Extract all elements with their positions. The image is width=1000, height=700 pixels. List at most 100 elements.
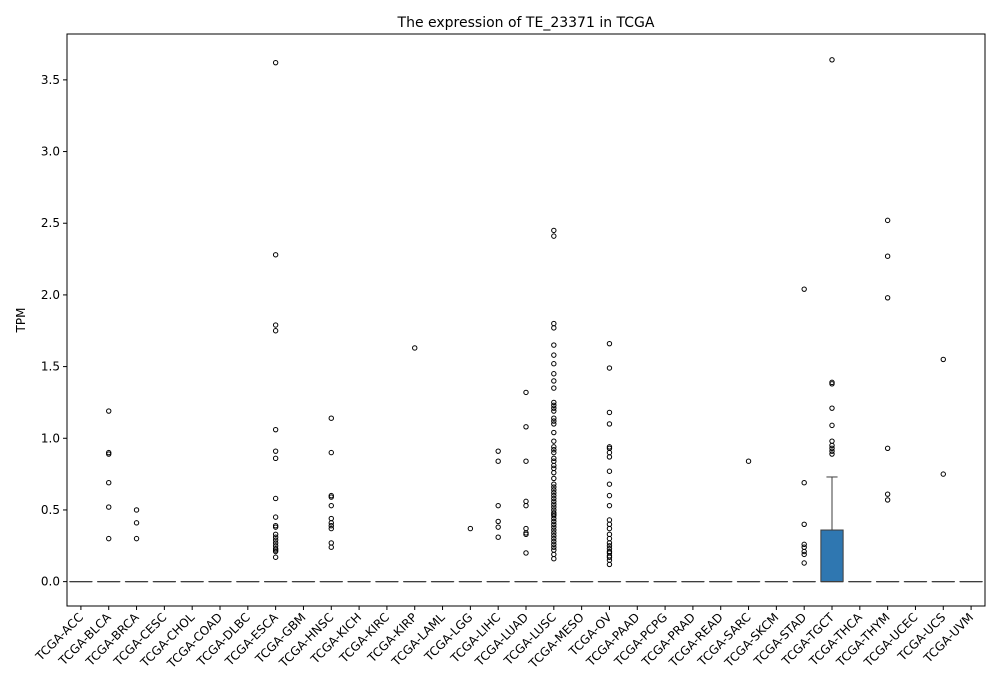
- outlier-point: [495, 518, 501, 525]
- outlier-point: [106, 408, 112, 414]
- outlier-point: [106, 504, 112, 510]
- outlier-point: [412, 345, 418, 351]
- outlier-point: [551, 361, 557, 367]
- outlier-point: [606, 492, 613, 499]
- outlier-point: [551, 352, 557, 358]
- outlier-point: [495, 534, 501, 540]
- outlier-point: [523, 531, 529, 538]
- outlier-point: [551, 438, 557, 444]
- x-axis: TCGA-ACCTCGA-BLCATCGA-BRCATCGA-CESCTCGA-…: [32, 606, 976, 671]
- outlier-point: [801, 286, 807, 292]
- outlier-point: [551, 555, 557, 562]
- outlier-point: [467, 525, 474, 532]
- y-tick-label: 1.5: [41, 360, 60, 374]
- outlier-point: [606, 409, 613, 416]
- outlier-point: [133, 507, 140, 513]
- outlier-point: [272, 495, 279, 502]
- outlier-point: [884, 295, 891, 301]
- outlier-point: [801, 551, 807, 558]
- outlier-point: [801, 548, 807, 555]
- outlier-point: [606, 481, 613, 487]
- box-tcga-kirp: [403, 345, 427, 583]
- outlier-point: [328, 415, 334, 421]
- outlier-point: [884, 497, 891, 503]
- outlier-point: [829, 448, 835, 454]
- outlier-point: [829, 422, 835, 429]
- outlier-point: [328, 502, 334, 509]
- outlier-point: [551, 227, 557, 234]
- outlier-point: [551, 533, 557, 539]
- box-tcga-tgct: [820, 57, 844, 583]
- outlier-point: [551, 233, 557, 239]
- box-tcga-lgg: [458, 525, 482, 583]
- outlier-point: [829, 442, 835, 449]
- outlier-point: [551, 518, 557, 525]
- outlier-point: [551, 405, 557, 411]
- outlier-point: [606, 365, 613, 371]
- outlier-point: [551, 535, 557, 542]
- outlier-point: [551, 544, 557, 550]
- outlier-point: [523, 550, 529, 556]
- outlier-point: [829, 445, 835, 452]
- outlier-point: [551, 465, 557, 472]
- outlier-point: [551, 447, 557, 453]
- outlier-point: [551, 538, 557, 545]
- outlier-point: [884, 217, 891, 224]
- y-tick-label: 0.0: [41, 575, 60, 589]
- outlier-point: [829, 381, 835, 387]
- outlier-point: [272, 540, 279, 546]
- box-tcga-brca: [124, 507, 149, 583]
- outlier-point: [272, 534, 279, 540]
- outlier-point: [551, 418, 557, 424]
- outlier-point: [551, 495, 557, 502]
- box-tcga-sarc: [736, 458, 761, 583]
- outlier-point: [606, 454, 613, 460]
- outlier-point: [328, 525, 334, 532]
- y-tick-label: 0.5: [41, 503, 60, 517]
- outlier-point: [606, 540, 613, 546]
- outlier-point: [606, 521, 613, 527]
- outlier-point: [801, 544, 807, 550]
- outlier-point: [551, 521, 557, 527]
- outlier-point: [551, 449, 557, 456]
- box-tcga-thym: [876, 217, 900, 583]
- outlier-point: [551, 429, 557, 436]
- outlier-point: [272, 252, 279, 258]
- box-tcga-ucs: [931, 356, 955, 583]
- outlier-point: [551, 527, 557, 533]
- outlier-point: [551, 524, 557, 530]
- outlier-point: [551, 421, 557, 427]
- box-tcga-lusc: [542, 227, 566, 583]
- outlier-point: [551, 481, 557, 487]
- outlier-point: [801, 521, 807, 527]
- outlier-point: [523, 498, 529, 505]
- outlier-point: [523, 525, 529, 532]
- outlier-point: [523, 458, 529, 464]
- outlier-point: [551, 385, 557, 391]
- outlier-point: [551, 399, 557, 406]
- plot-frame: [66, 33, 986, 607]
- outlier-point: [523, 424, 529, 430]
- outlier-point: [606, 502, 613, 509]
- outlier-point: [523, 502, 529, 509]
- outlier-point: [272, 322, 279, 328]
- outlier-point: [551, 512, 557, 519]
- box-tcga-stad: [792, 286, 816, 583]
- outlier-point: [606, 531, 613, 538]
- outlier-point: [328, 540, 334, 546]
- box-iqr: [820, 529, 844, 583]
- outlier-point: [606, 340, 613, 347]
- outlier-point: [551, 444, 557, 450]
- outlier-point: [829, 451, 835, 457]
- outlier-point: [606, 543, 613, 549]
- outlier-point: [884, 253, 891, 259]
- plot-area: [69, 57, 983, 583]
- outlier-point: [606, 421, 613, 427]
- outlier-point: [606, 561, 613, 568]
- outlier-point: [829, 405, 835, 411]
- chart-title: The expression of TE_23371 in TCGA: [397, 15, 655, 31]
- outlier-point: [551, 551, 557, 558]
- outlier-point: [606, 449, 613, 456]
- box-tcga-esca: [264, 59, 288, 583]
